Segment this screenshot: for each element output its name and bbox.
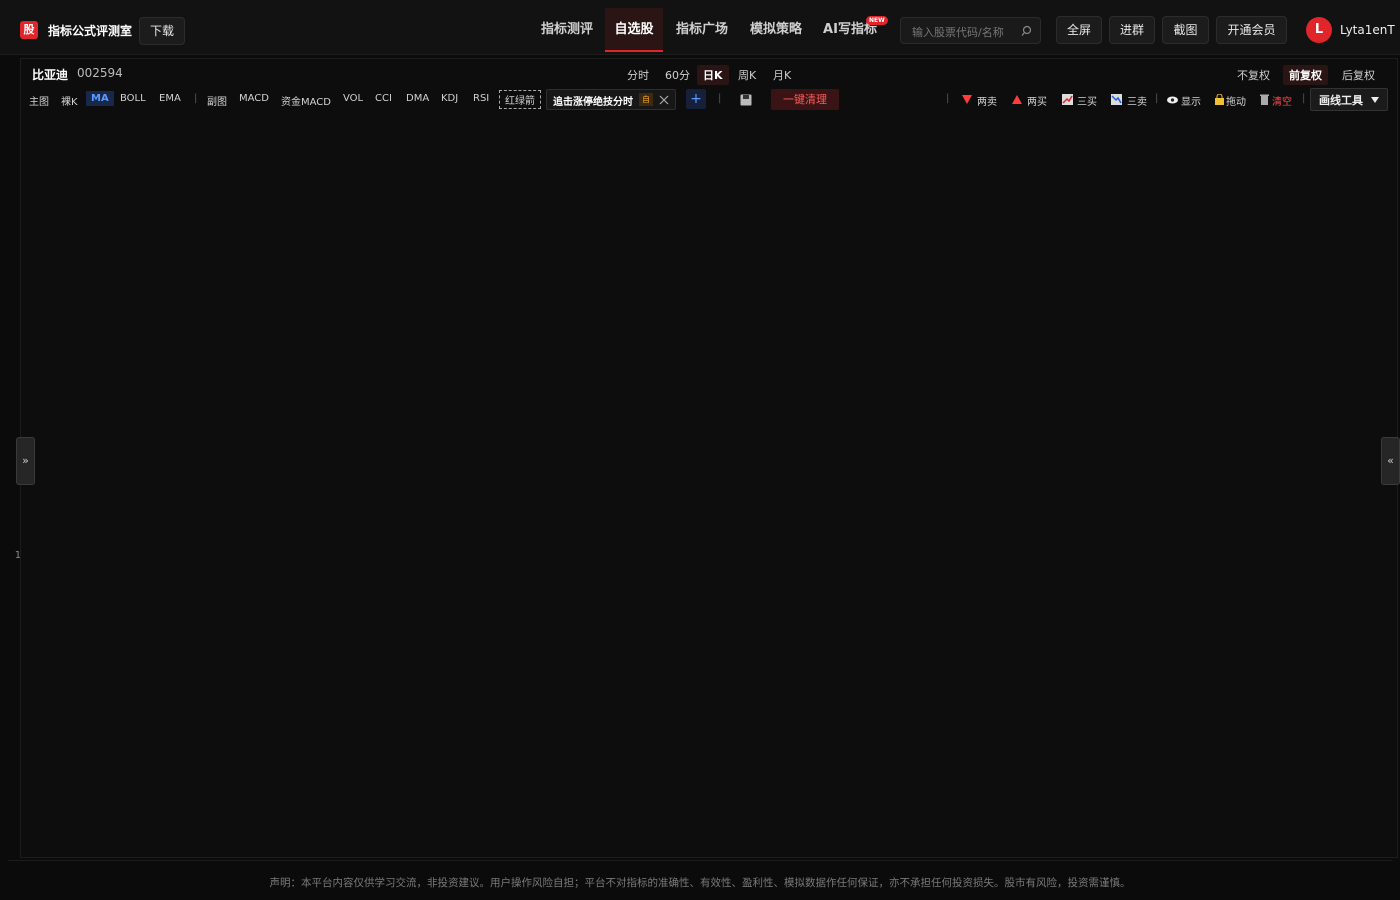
chart-panel [20, 58, 1398, 858]
nav-item[interactable]: 指标测评 [540, 22, 593, 37]
stock-name: 比亚迪 [32, 68, 69, 82]
adjust-tab[interactable]: 后复权 [1342, 69, 1375, 82]
view-toggle[interactable]: 显示 [1181, 97, 1201, 108]
period-tab-active[interactable]: 日K [697, 65, 729, 85]
sub-item[interactable]: VOL [343, 93, 364, 104]
avatar[interactable]: L [1306, 17, 1332, 43]
clear-button[interactable]: 一键清理 [771, 89, 839, 110]
username[interactable]: Lyta1enT [1340, 23, 1395, 37]
collapse-left[interactable]: » [16, 437, 35, 485]
dropdown-arrow [1371, 97, 1379, 103]
search-placeholder: 输入股票代码/名称 [912, 26, 1004, 39]
eye-icon [1167, 96, 1178, 104]
indicator-badge: 自 [639, 93, 653, 106]
period-tab[interactable]: 60分 [665, 69, 690, 82]
separator: | [1155, 93, 1159, 104]
new-badge: NEW [866, 16, 888, 25]
nav-item-active[interactable]: 自选股 [605, 8, 663, 52]
separator: | [946, 93, 950, 104]
search-box[interactable]: 输入股票代码/名称 [900, 17, 1041, 44]
search-icon [1021, 25, 1032, 36]
main-item[interactable]: BOLL [120, 93, 146, 104]
download-button[interactable]: 下载 [139, 17, 185, 45]
top-bar: 股 指标公式评测室 下载 指标测评 自选股 指标广场 模拟策略 AI写指标 NE… [0, 0, 1400, 55]
sub-label: 副图 [207, 97, 227, 108]
separator: | [718, 93, 722, 104]
fullscreen-button[interactable]: 全屏 [1056, 16, 1102, 44]
buy3-icon [1062, 94, 1073, 105]
drawing-tool-button[interactable]: 画线工具 [1310, 88, 1388, 111]
indicator-tag-text: 追击涨停绝技分时 [553, 97, 633, 108]
arrow-indicator[interactable]: 红绿箭 [499, 90, 541, 109]
vip-button[interactable]: 开通会员 [1216, 16, 1287, 44]
sell3-icon [1111, 94, 1122, 105]
nav-item[interactable]: AI写指标 [823, 22, 877, 37]
nav-item[interactable]: 指标广场 [675, 22, 728, 37]
close-icon[interactable] [659, 95, 669, 105]
signal-toggle[interactable]: 三卖 [1127, 97, 1147, 108]
disclaimer: 声明：本平台内容仅供学习交流，非投资建议。用户操作风险自担；平台不对指标的准确性… [269, 877, 1131, 889]
logo[interactable]: 股 [20, 21, 38, 39]
screenshot-button[interactable]: 截图 [1162, 16, 1209, 44]
main-label: 主图 [29, 97, 49, 108]
lock-icon [1215, 94, 1224, 105]
main-item-active[interactable]: MA [86, 91, 114, 106]
view-toggle[interactable]: 拖动 [1226, 97, 1246, 108]
add-button[interactable]: + [686, 89, 706, 109]
period-tab[interactable]: 分时 [627, 69, 649, 82]
buy-icon [1012, 95, 1022, 104]
group-button[interactable]: 进群 [1109, 16, 1155, 44]
main-item[interactable]: EMA [159, 93, 181, 104]
trash-icon [1260, 94, 1269, 105]
sub-item[interactable]: KDJ [441, 93, 459, 104]
stock-code: 002594 [77, 66, 123, 80]
save-icon[interactable] [740, 94, 752, 106]
sub-item[interactable]: MACD [239, 93, 269, 104]
indicator-tag[interactable]: 追击涨停绝技分时 自 [546, 89, 676, 110]
period-tab[interactable]: 周K [738, 69, 757, 82]
period-tab[interactable]: 月K [773, 69, 792, 82]
separator: | [1302, 93, 1306, 104]
main-item[interactable]: 裸K [61, 97, 78, 108]
adjust-tab[interactable]: 不复权 [1237, 69, 1270, 82]
signal-toggle[interactable]: 两买 [1027, 97, 1047, 108]
sell-icon [962, 95, 972, 104]
nav-item[interactable]: 模拟策略 [749, 22, 802, 37]
sub-item[interactable]: 资金MACD [281, 97, 331, 108]
signal-toggle[interactable]: 三买 [1077, 97, 1097, 108]
drawing-tool-label: 画线工具 [1319, 94, 1363, 107]
sub-item[interactable]: DMA [406, 93, 430, 104]
footer-divider [8, 860, 1392, 861]
sub-item[interactable]: RSI [473, 93, 490, 104]
separator: | [194, 93, 198, 104]
collapse-right[interactable]: « [1381, 437, 1400, 485]
adjust-tab-active[interactable]: 前复权 [1283, 65, 1328, 85]
brand[interactable]: 指标公式评测室 [48, 24, 133, 38]
sub-item[interactable]: CCI [375, 93, 392, 104]
view-toggle[interactable]: 清空 [1272, 97, 1292, 108]
signal-toggle[interactable]: 两卖 [977, 97, 997, 108]
